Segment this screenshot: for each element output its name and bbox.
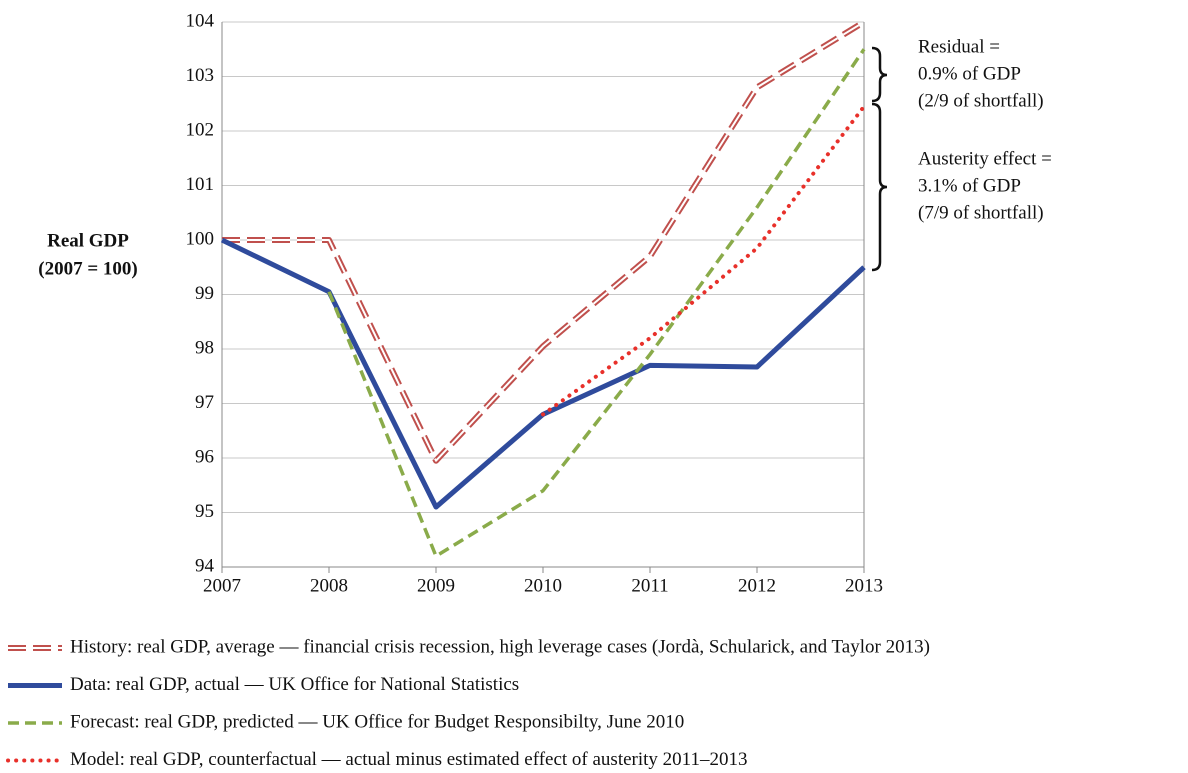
y-tick-label: 100 (186, 228, 215, 249)
y-axis-label: Real GDP (47, 230, 129, 251)
annotation: 3.1% of GDP (918, 175, 1021, 196)
y-tick-label: 102 (186, 119, 215, 140)
bracket (871, 102, 888, 272)
x-tick-label: 2009 (417, 575, 455, 596)
y-tick-label: 95 (195, 501, 214, 522)
x-tick-label: 2008 (310, 575, 348, 596)
y-tick-label: 99 (195, 283, 214, 304)
bracket (871, 46, 888, 103)
line (541, 104, 866, 417)
legend-label: History: real GDP, average — financial c… (70, 636, 930, 657)
y-tick-label: 96 (195, 446, 214, 467)
line (327, 48, 866, 558)
x-tick-label: 2011 (631, 575, 668, 596)
legend-label: Data: real GDP, actual — UK Office for N… (70, 674, 519, 695)
y-tick-label: 103 (186, 65, 215, 86)
annotation: (7/9 of shortfall) (918, 202, 1044, 223)
x-tick-label: 2012 (738, 575, 776, 596)
y-tick-label: 97 (195, 392, 214, 413)
legend-label: Forecast: real GDP, predicted — UK Offic… (70, 711, 684, 732)
y-tick-label: 104 (186, 10, 215, 31)
y-axis-label: (2007 = 100) (38, 258, 137, 279)
y-tick-label: 94 (195, 555, 215, 576)
line (222, 19, 866, 464)
x-tick-label: 2007 (203, 575, 241, 596)
y-tick-label: 98 (195, 337, 214, 358)
x-tick-label: 2013 (845, 575, 883, 596)
legend-label: Model: real GDP, counterfactual — actual… (70, 749, 747, 770)
y-tick-label: 101 (186, 174, 215, 195)
annotation: 0.9% of GDP (918, 63, 1021, 84)
line (220, 237, 866, 510)
annotation: (2/9 of shortfall) (918, 90, 1044, 111)
annotation: Austerity effect = (918, 148, 1052, 169)
annotation: Residual = (918, 36, 1000, 57)
x-tick-label: 2010 (524, 575, 562, 596)
line-inner (222, 21, 865, 462)
